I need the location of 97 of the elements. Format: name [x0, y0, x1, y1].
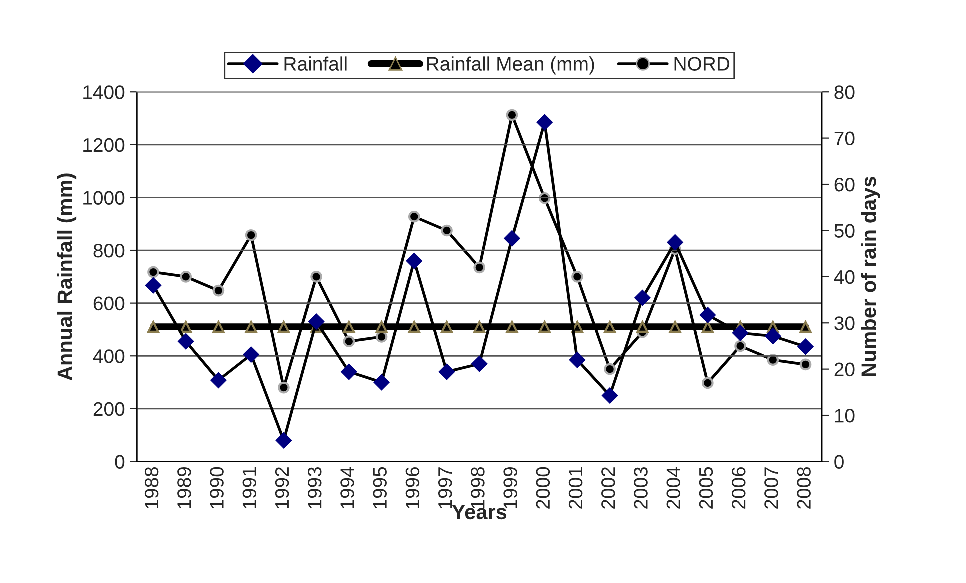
- point: [245, 229, 258, 242]
- point: [441, 224, 453, 237]
- point: [474, 262, 486, 274]
- point: [702, 377, 714, 390]
- point: [439, 364, 455, 380]
- x-tick-label: 2000: [536, 467, 550, 509]
- point: [669, 321, 682, 333]
- y-tick-label: 0: [115, 455, 125, 469]
- point: [536, 114, 553, 130]
- x-tick-label: 2001: [568, 468, 583, 509]
- x-tick-label: 1995: [373, 467, 387, 508]
- point: [636, 321, 649, 333]
- point: [243, 346, 260, 363]
- y2-tick-label: 80: [834, 86, 855, 100]
- point: [538, 321, 551, 333]
- point: [767, 354, 780, 366]
- point: [800, 358, 812, 371]
- x-tick-label: 1997: [438, 468, 452, 508]
- y-tick-label: 1400: [84, 86, 125, 100]
- x-tick-label: 2008: [797, 467, 811, 509]
- y-tick-label: 800: [94, 244, 125, 258]
- x-tick-label: 1988: [144, 467, 159, 508]
- x-tick-label: 2006: [732, 467, 746, 509]
- point: [374, 374, 390, 390]
- point: [343, 336, 356, 348]
- x-tick-label: 1996: [406, 467, 420, 508]
- point: [343, 321, 356, 333]
- point: [506, 109, 518, 122]
- point: [180, 321, 192, 333]
- y2-tick-label: 60: [834, 178, 855, 192]
- legend-label: NORD: [674, 57, 730, 71]
- y2-tick-label: 0: [834, 455, 844, 469]
- point: [732, 325, 748, 342]
- point: [278, 321, 290, 333]
- point: [474, 321, 486, 333]
- x-tick-label: 1990: [210, 467, 224, 508]
- legend-label: Rainfall Mean (mm): [427, 56, 594, 75]
- y-tick-label: 400: [93, 350, 125, 364]
- point: [472, 356, 488, 372]
- point: [148, 321, 160, 333]
- y2-tick-label: 20: [834, 362, 855, 377]
- point: [602, 388, 618, 404]
- y-tick-label: 600: [94, 296, 125, 311]
- point: [634, 290, 651, 306]
- y2-tick-label: 50: [834, 224, 855, 238]
- x-tick-label: 2005: [699, 467, 714, 509]
- point: [734, 340, 746, 352]
- point: [180, 271, 192, 283]
- point: [376, 321, 388, 333]
- x-tick-label: 2002: [602, 468, 616, 509]
- point: [800, 321, 812, 333]
- point: [798, 338, 814, 355]
- point: [504, 230, 520, 247]
- point: [570, 352, 586, 368]
- x-tick-label: 1991: [242, 468, 257, 508]
- point: [572, 321, 584, 333]
- legend-label: Rainfall: [284, 56, 347, 71]
- y2-axis-title: Number of rain days: [861, 177, 880, 376]
- point: [604, 321, 616, 333]
- y2-tick-label: 30: [834, 316, 855, 330]
- point: [341, 364, 358, 380]
- x-tick-label: 2004: [666, 467, 681, 509]
- point: [276, 432, 292, 449]
- y-tick-label: 200: [94, 402, 125, 416]
- y-tick-label: 1200: [84, 138, 125, 152]
- x-tick-label: 1992: [275, 468, 290, 508]
- point: [178, 334, 194, 350]
- point: [210, 372, 227, 388]
- y2-tick-label: 10: [835, 409, 855, 423]
- point: [148, 266, 160, 278]
- point: [310, 271, 322, 283]
- point: [308, 314, 324, 330]
- point: [765, 328, 782, 344]
- point: [212, 284, 225, 297]
- x-tick-label: 2003: [634, 467, 648, 509]
- point: [408, 321, 420, 333]
- point: [278, 382, 290, 394]
- point: [702, 321, 714, 333]
- point: [506, 321, 518, 333]
- x-tick-label: 2007: [764, 468, 778, 509]
- point: [408, 210, 420, 223]
- point: [146, 278, 162, 294]
- y-axis-title: Annual Rainfall (mm): [57, 174, 77, 381]
- x-tick-label: 1993: [308, 467, 322, 508]
- x-tick-label: 1989: [178, 468, 192, 508]
- point: [406, 253, 422, 270]
- y-tick-label: 1000: [84, 191, 125, 205]
- point: [212, 321, 225, 333]
- x-tick-label: 1994: [340, 467, 354, 508]
- point: [667, 234, 684, 251]
- point: [604, 363, 616, 376]
- point: [441, 321, 453, 333]
- y2-tick-label: 70: [834, 132, 855, 146]
- point: [572, 271, 584, 283]
- y2-tick-label: 40: [834, 270, 855, 284]
- point: [245, 321, 258, 333]
- point: [700, 307, 716, 324]
